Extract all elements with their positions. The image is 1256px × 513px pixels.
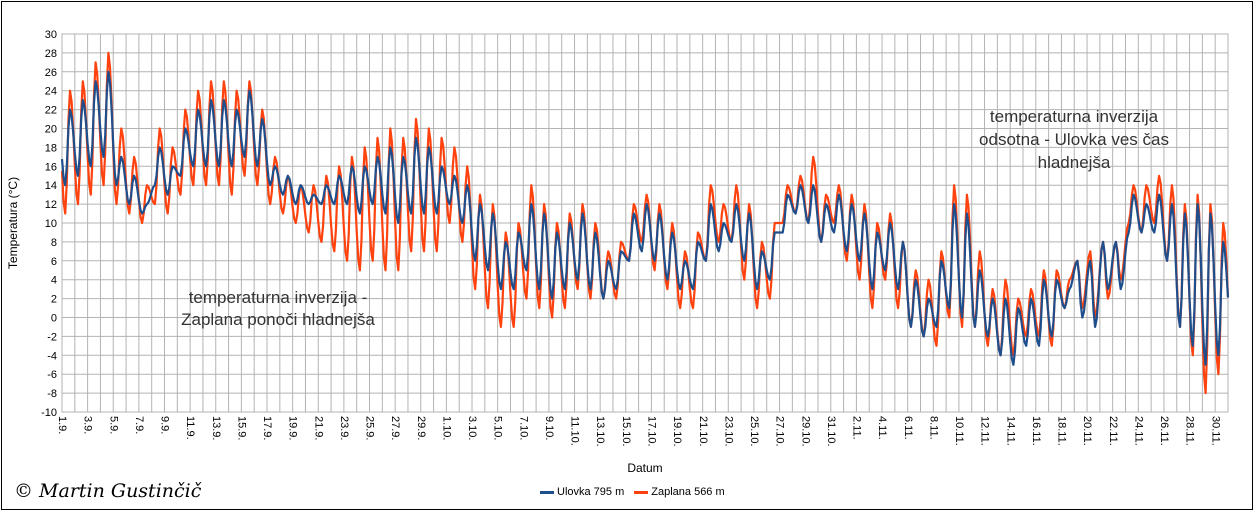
x-tick-label: 30.11. [1209,416,1221,446]
y-tick-label: 24 [45,86,57,98]
x-tick-label: 29.9. [415,416,427,440]
x-tick-label: 17.10. [646,416,658,447]
x-tick-label: 28.11. [1184,416,1196,446]
x-tick-label: 1.10. [440,416,452,440]
x-tick-label: 22.11. [1107,416,1119,446]
y-tick-label: 0 [51,313,57,325]
x-tick-label: 19.10. [671,416,683,447]
legend-label-ulovka: Ulovka 795 m [557,486,625,498]
x-tick-label: 4.11. [876,416,888,440]
y-tick-label: 10 [45,218,57,230]
x-tick-label: 14.11. [1004,416,1016,446]
x-tick-label: 12.11. [979,416,991,446]
x-tick-label: 16.11. [1030,416,1042,446]
y-tick-label: -2 [47,331,57,343]
y-tick-label: 2 [51,294,57,306]
x-tick-label: 8.11. [927,416,939,440]
y-tick-label: 26 [45,67,57,79]
x-tick-label: 21.9. [312,416,324,440]
x-tick-label: 6.11. [902,416,914,440]
y-tick-label: 30 [45,29,57,41]
x-tick-label: 11.9. [184,416,196,440]
x-tick-label: 21.10. [697,416,709,447]
x-tick-label: 9.9. [159,416,171,434]
x-tick-label: 24.11. [1132,416,1144,446]
x-tick-label: 11.10. [569,416,581,446]
x-tick-label: 2.11. [851,416,863,440]
legend: Ulovka 795 m Zaplana 566 m [540,486,735,498]
x-tick-label: 15.10. [620,416,632,447]
x-tick-label: 5.9. [107,416,119,434]
y-tick-label: -6 [47,369,57,381]
y-tick-label: 22 [45,105,57,117]
x-tick-label: 3.9. [82,416,94,434]
x-tick-label: 13.9. [210,416,222,440]
legend-swatch-zaplana [634,490,649,494]
annotation-inversion-right-line2: odsotna - Ulovka ves čas [979,130,1169,149]
x-tick-label: 23.9. [338,416,350,440]
x-tick-label: 17.9. [261,416,273,440]
y-tick-label: 6 [51,256,57,268]
x-tick-label: 25.10. [748,416,760,447]
y-axis-title: Temperatura (°C) [6,177,20,269]
x-tick-label: 27.10. [774,416,786,447]
annotation-inversion-left-line1: temperaturna inverzija - [189,288,368,307]
legend-label-zaplana: Zaplana 566 m [651,486,725,498]
y-tick-label: 4 [51,275,57,287]
x-tick-label: 15.9. [235,416,247,440]
x-tick-label: 9.10. [543,416,555,440]
x-tick-label: 5.10. [492,416,504,440]
series-layer [60,51,1230,395]
y-tick-label: 18 [45,142,57,154]
x-tick-label: 20.11. [1081,416,1093,446]
x-tick-label: 25.9. [364,416,376,440]
y-tick-label: 12 [45,199,57,211]
annotation-inversion-right-line1: temperaturna inverzija [990,107,1159,126]
x-tick-label: 3.10. [466,416,478,440]
legend-swatch-ulovka [540,490,554,494]
y-tick-label: -8 [47,388,57,400]
plot-border [61,33,1229,413]
annotation-inversion-left-line2: Zaplana ponoči hladnejša [181,310,375,329]
x-tick-label: 23.10. [722,416,734,447]
x-tick-label: 10.11. [953,416,965,446]
x-tick-label: 31.10. [825,416,837,447]
y-tick-label: -4 [47,350,57,362]
x-tick-label: 19.9. [287,416,299,440]
series-line-zaplana [60,51,1230,395]
y-tick-label: -10 [41,407,57,419]
x-axis-ticks: 1.9. 3.9. 5.9. 7.9. 9.9. 11.9. 13.9. 15.9. 17.9.… [56,416,1221,447]
y-tick-label: 16 [45,161,57,173]
x-tick-label: 13.10. [594,416,606,447]
annotation-inversion-right-line3: hladnejša [1038,153,1111,172]
y-tick-label: 8 [51,237,57,249]
x-tick-label: 1.9. [56,416,68,434]
x-tick-label: 7.10. [517,416,529,440]
legend-item-ulovka: Ulovka 795 m [540,486,624,498]
x-tick-label: 26.11. [1158,416,1170,446]
x-tick-label: 7.9. [133,416,145,434]
x-axis-title: Datum [627,461,662,475]
y-tick-label: 14 [45,180,57,192]
legend-item-zaplana: Zaplana 566 m [634,486,725,498]
x-tick-label: 27.9. [389,416,401,440]
copyright-signature: © Martin Gustinčič [14,480,202,502]
y-tick-label: 28 [45,48,57,60]
series-line-ulovka [60,70,1230,366]
x-tick-label: 29.10. [799,416,811,447]
y-tick-label: 20 [45,124,57,136]
x-tick-label: 18.11. [1056,416,1068,446]
